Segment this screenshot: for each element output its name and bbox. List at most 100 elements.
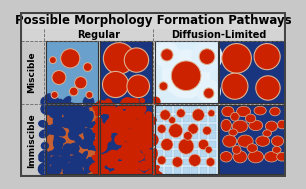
Ellipse shape <box>82 164 94 175</box>
Bar <box>174 115 181 122</box>
Circle shape <box>75 77 87 89</box>
Ellipse shape <box>133 125 147 139</box>
Ellipse shape <box>130 156 142 170</box>
Ellipse shape <box>47 150 61 156</box>
Ellipse shape <box>247 144 258 152</box>
Ellipse shape <box>38 163 50 176</box>
Bar <box>165 106 172 113</box>
Ellipse shape <box>46 97 61 111</box>
Ellipse shape <box>73 163 80 171</box>
Ellipse shape <box>137 140 148 150</box>
Ellipse shape <box>121 167 133 179</box>
Ellipse shape <box>128 119 141 129</box>
Bar <box>156 115 163 122</box>
Ellipse shape <box>94 156 101 163</box>
Ellipse shape <box>126 98 140 113</box>
Ellipse shape <box>38 156 47 163</box>
Ellipse shape <box>119 125 128 135</box>
Bar <box>174 159 181 166</box>
Ellipse shape <box>141 126 150 135</box>
Ellipse shape <box>152 97 161 105</box>
Ellipse shape <box>54 132 61 148</box>
Circle shape <box>69 87 78 96</box>
Ellipse shape <box>232 146 241 154</box>
Bar <box>200 124 207 131</box>
Ellipse shape <box>120 117 130 127</box>
Ellipse shape <box>92 141 102 150</box>
Bar <box>100 105 152 174</box>
Ellipse shape <box>127 167 141 182</box>
Ellipse shape <box>265 121 278 132</box>
Bar <box>219 41 285 103</box>
Ellipse shape <box>49 103 62 118</box>
Ellipse shape <box>150 166 159 178</box>
Circle shape <box>83 63 92 71</box>
Circle shape <box>192 109 204 121</box>
Bar <box>191 132 198 139</box>
Ellipse shape <box>127 146 136 159</box>
Ellipse shape <box>81 118 94 128</box>
Bar <box>191 141 198 148</box>
Ellipse shape <box>129 139 138 148</box>
Ellipse shape <box>44 153 51 159</box>
Ellipse shape <box>137 114 150 127</box>
Ellipse shape <box>132 106 145 119</box>
Ellipse shape <box>148 117 156 126</box>
Ellipse shape <box>148 169 163 176</box>
Ellipse shape <box>99 153 104 160</box>
Ellipse shape <box>71 122 77 132</box>
Bar <box>183 124 190 131</box>
Ellipse shape <box>72 117 83 128</box>
Ellipse shape <box>70 157 83 168</box>
Ellipse shape <box>58 156 68 169</box>
Ellipse shape <box>78 109 90 121</box>
Text: Miscible: Miscible <box>28 51 36 93</box>
Circle shape <box>189 154 201 166</box>
Bar <box>156 159 163 166</box>
Ellipse shape <box>52 159 62 171</box>
Text: Diffusion-Limited: Diffusion-Limited <box>171 30 267 40</box>
Circle shape <box>161 49 173 61</box>
Ellipse shape <box>143 123 154 135</box>
Ellipse shape <box>51 104 64 115</box>
Circle shape <box>86 91 93 98</box>
Circle shape <box>103 71 129 98</box>
Ellipse shape <box>40 97 47 105</box>
Ellipse shape <box>145 153 155 162</box>
Ellipse shape <box>116 108 123 115</box>
Ellipse shape <box>123 144 138 158</box>
Bar <box>183 106 190 113</box>
Ellipse shape <box>229 129 237 136</box>
Ellipse shape <box>133 148 141 155</box>
Ellipse shape <box>95 120 103 128</box>
Ellipse shape <box>131 153 145 162</box>
Bar <box>165 159 172 166</box>
Ellipse shape <box>56 103 64 116</box>
Text: Possible Morphology Formation Pathways: Possible Morphology Formation Pathways <box>15 14 291 27</box>
Ellipse shape <box>237 106 251 117</box>
Ellipse shape <box>92 104 103 115</box>
Bar <box>191 150 198 157</box>
Circle shape <box>222 73 248 99</box>
Ellipse shape <box>53 103 64 116</box>
Ellipse shape <box>68 119 81 134</box>
Ellipse shape <box>270 107 280 116</box>
Bar <box>156 150 163 157</box>
Bar <box>200 106 207 113</box>
Ellipse shape <box>127 145 140 158</box>
Circle shape <box>222 43 252 73</box>
Ellipse shape <box>68 172 76 182</box>
Ellipse shape <box>125 107 137 119</box>
Ellipse shape <box>121 153 129 161</box>
Ellipse shape <box>54 137 66 144</box>
Bar <box>183 115 190 122</box>
Ellipse shape <box>95 140 107 153</box>
Ellipse shape <box>141 147 148 153</box>
Ellipse shape <box>93 137 104 146</box>
Ellipse shape <box>49 161 62 171</box>
Ellipse shape <box>138 135 152 149</box>
Ellipse shape <box>117 111 128 124</box>
Ellipse shape <box>56 99 63 107</box>
Bar <box>165 167 172 174</box>
Bar <box>46 41 98 103</box>
